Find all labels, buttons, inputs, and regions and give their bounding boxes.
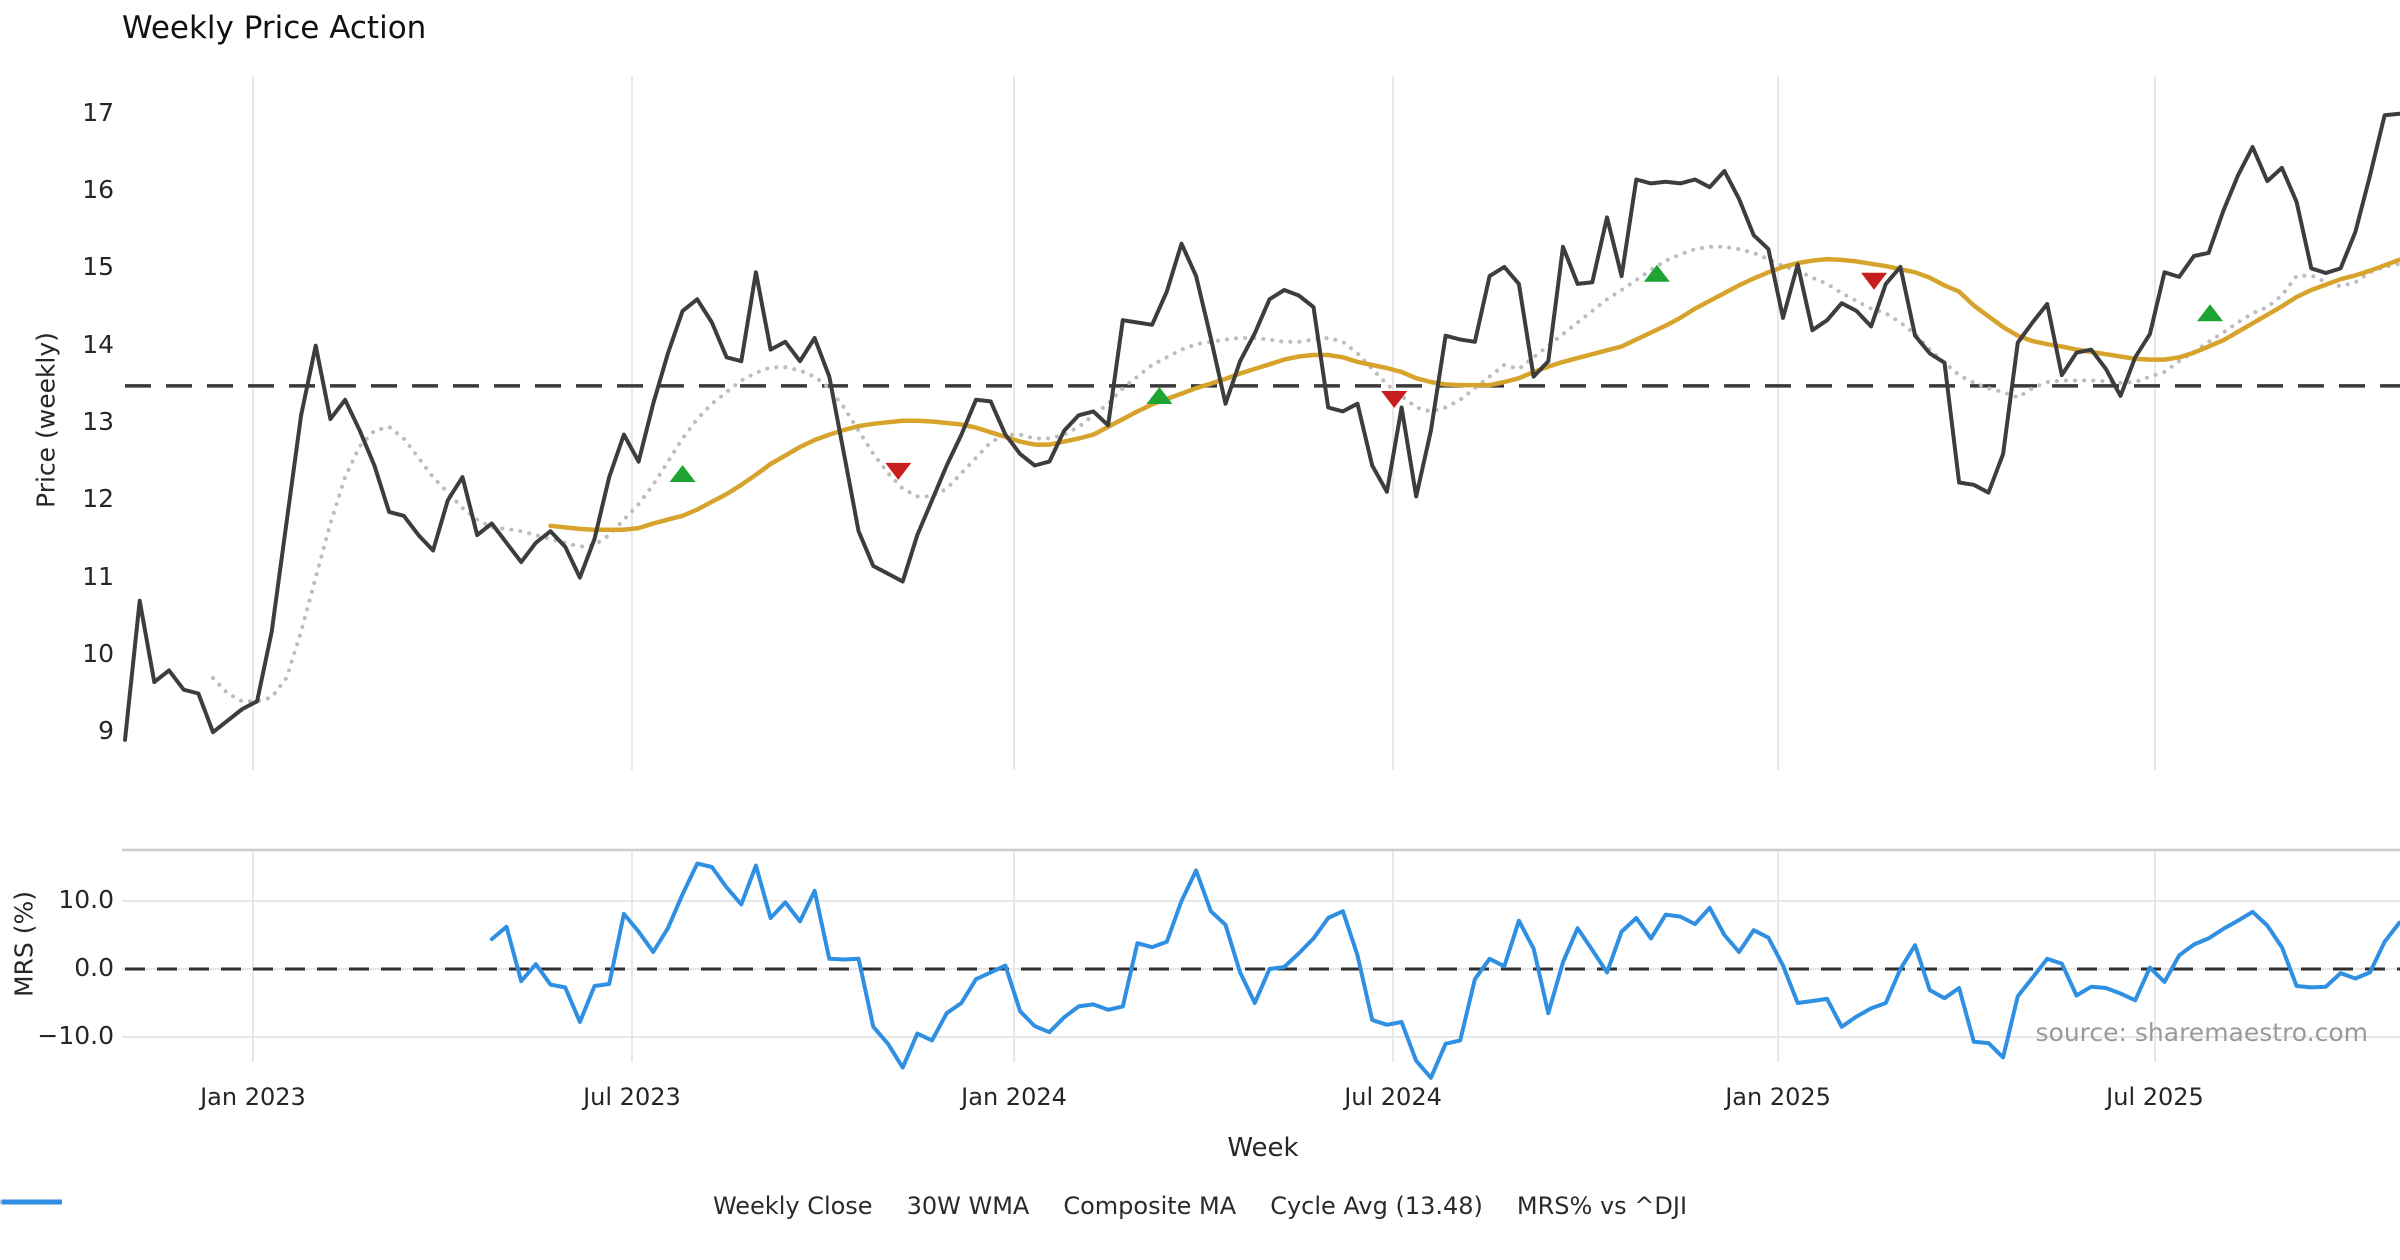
price-tick-label: 11 — [82, 561, 114, 591]
price-tick-label: 12 — [82, 484, 114, 514]
x-tick-label: Jul 2023 — [583, 1083, 681, 1111]
price-tick-label: 9 — [98, 716, 114, 746]
chart-legend: Weekly Close 30W WMA Composite MA Cycle Avg… — [0, 1192, 2400, 1220]
legend-item: Composite MA — [0, 1192, 1237, 1220]
mrs-tick-label: −10.0 — [37, 1021, 114, 1050]
buy-signal-marker — [669, 465, 696, 483]
x-tick-label: Jul 2025 — [2106, 1083, 2204, 1111]
buy-signal-marker — [1643, 264, 1670, 282]
legend-item: MRS% vs ^DJI — [2, 1192, 1688, 1220]
legend-item: Cycle Avg (13.48) — [2, 1192, 1483, 1220]
legend-line-swatch — [2, 1199, 62, 1205]
legend-label: Weekly Close — [712, 1192, 873, 1220]
price-tick-label: 13 — [82, 407, 114, 436]
legend-label: 30W WMA — [906, 1192, 1030, 1220]
price-tick-label: 16 — [82, 175, 114, 205]
buy-signal-marker — [1146, 386, 1173, 404]
x-tick-label: Jan 2025 — [1725, 1083, 1831, 1111]
price-tick-label: 14 — [82, 329, 114, 359]
source-attribution: source: sharemaestro.com — [2035, 1018, 2369, 1047]
legend-label: Cycle Avg (13.48) — [1270, 1192, 1483, 1220]
chart-title: Weekly Price Action — [122, 10, 427, 46]
sell-signal-marker — [1381, 391, 1408, 409]
sell-signal-marker — [885, 462, 912, 480]
mrs-tick-label: 0.0 — [74, 953, 114, 982]
x-tick-label: Jan 2024 — [961, 1083, 1067, 1111]
sell-signal-marker — [1861, 272, 1888, 290]
price-tick-label: 10 — [82, 638, 114, 668]
x-axis-label: Week — [1227, 1133, 1299, 1163]
price-tick-label: 17 — [82, 97, 114, 127]
x-tick-label: Jul 2024 — [1344, 1083, 1442, 1111]
price-tick-label: 15 — [82, 252, 114, 282]
mrs-tick-label: 10.0 — [58, 885, 114, 914]
x-tick-label: Jan 2023 — [200, 1083, 306, 1111]
legend-item: Weekly Close — [2, 1192, 873, 1220]
buy-signal-marker — [2197, 304, 2224, 322]
legend-item: 30W WMA — [2, 1192, 1030, 1220]
legend-label: Composite MA — [1063, 1192, 1237, 1220]
legend-label: MRS% vs ^DJI — [1516, 1192, 1688, 1220]
